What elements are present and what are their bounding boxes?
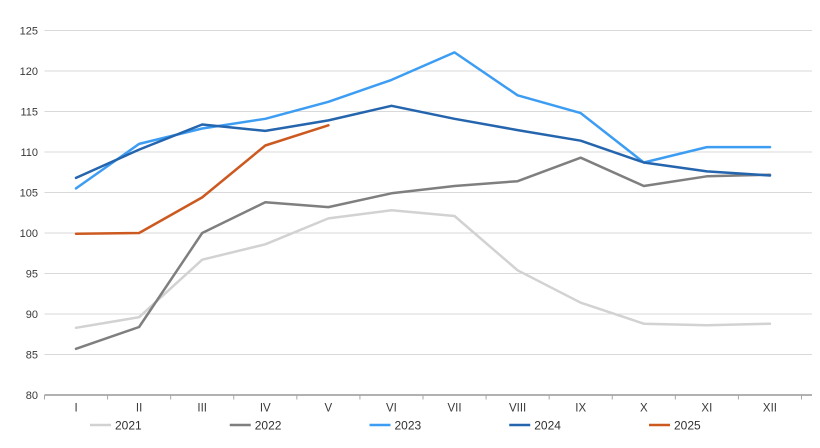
legend-label-2024: 2024 <box>534 419 561 433</box>
y-axis-tick-label: 115 <box>20 106 38 118</box>
x-axis-tick-label: XII <box>763 403 777 415</box>
legend-item-2022: 2022 <box>229 419 282 433</box>
series-line-2022 <box>74 156 772 351</box>
legend-label-2023: 2023 <box>395 419 422 433</box>
legend-label-2022: 2022 <box>255 419 282 433</box>
x-axis-tick-label: I <box>74 403 77 415</box>
x-axis-tick-label: VI <box>386 403 397 415</box>
y-axis-tick-label: 85 <box>26 349 38 361</box>
x-axis-tick-label: II <box>136 403 142 415</box>
legend-item-2023: 2023 <box>369 419 422 433</box>
y-axis-tick-label: 90 <box>26 309 38 321</box>
y-axis-tick-label: 110 <box>20 147 38 159</box>
x-axis-tick-label: VIII <box>509 403 526 415</box>
x-axis-tick-label: III <box>197 403 207 415</box>
y-axis-tick-label: 125 <box>20 25 38 37</box>
legend-label-2025: 2025 <box>674 419 701 433</box>
legend-label-2021: 2021 <box>115 419 142 433</box>
legend-item-2024: 2024 <box>509 419 561 433</box>
series-line-2021 <box>74 209 772 330</box>
series-line-2024 <box>74 104 772 180</box>
y-axis-tick-label: 100 <box>20 228 38 240</box>
x-axis-tick-label: X <box>640 403 648 415</box>
x-axis-tick-label: V <box>325 403 333 415</box>
y-axis-tick-label: 95 <box>26 268 38 280</box>
x-axis-tick-label: IX <box>575 403 586 415</box>
legend-item-2025: 2025 <box>649 419 701 433</box>
y-axis-tick-label: 105 <box>20 187 38 199</box>
x-axis-tick-label: IV <box>260 403 271 415</box>
series-line-2025 <box>74 124 330 236</box>
x-axis-tick-label: VII <box>448 403 462 415</box>
x-axis-tick-label: XI <box>701 403 712 415</box>
legend-item-2021: 2021 <box>90 419 142 433</box>
y-axis-tick-label: 80 <box>26 390 38 402</box>
series-line-2023 <box>74 51 772 190</box>
y-axis-tick-label: 120 <box>20 66 38 78</box>
